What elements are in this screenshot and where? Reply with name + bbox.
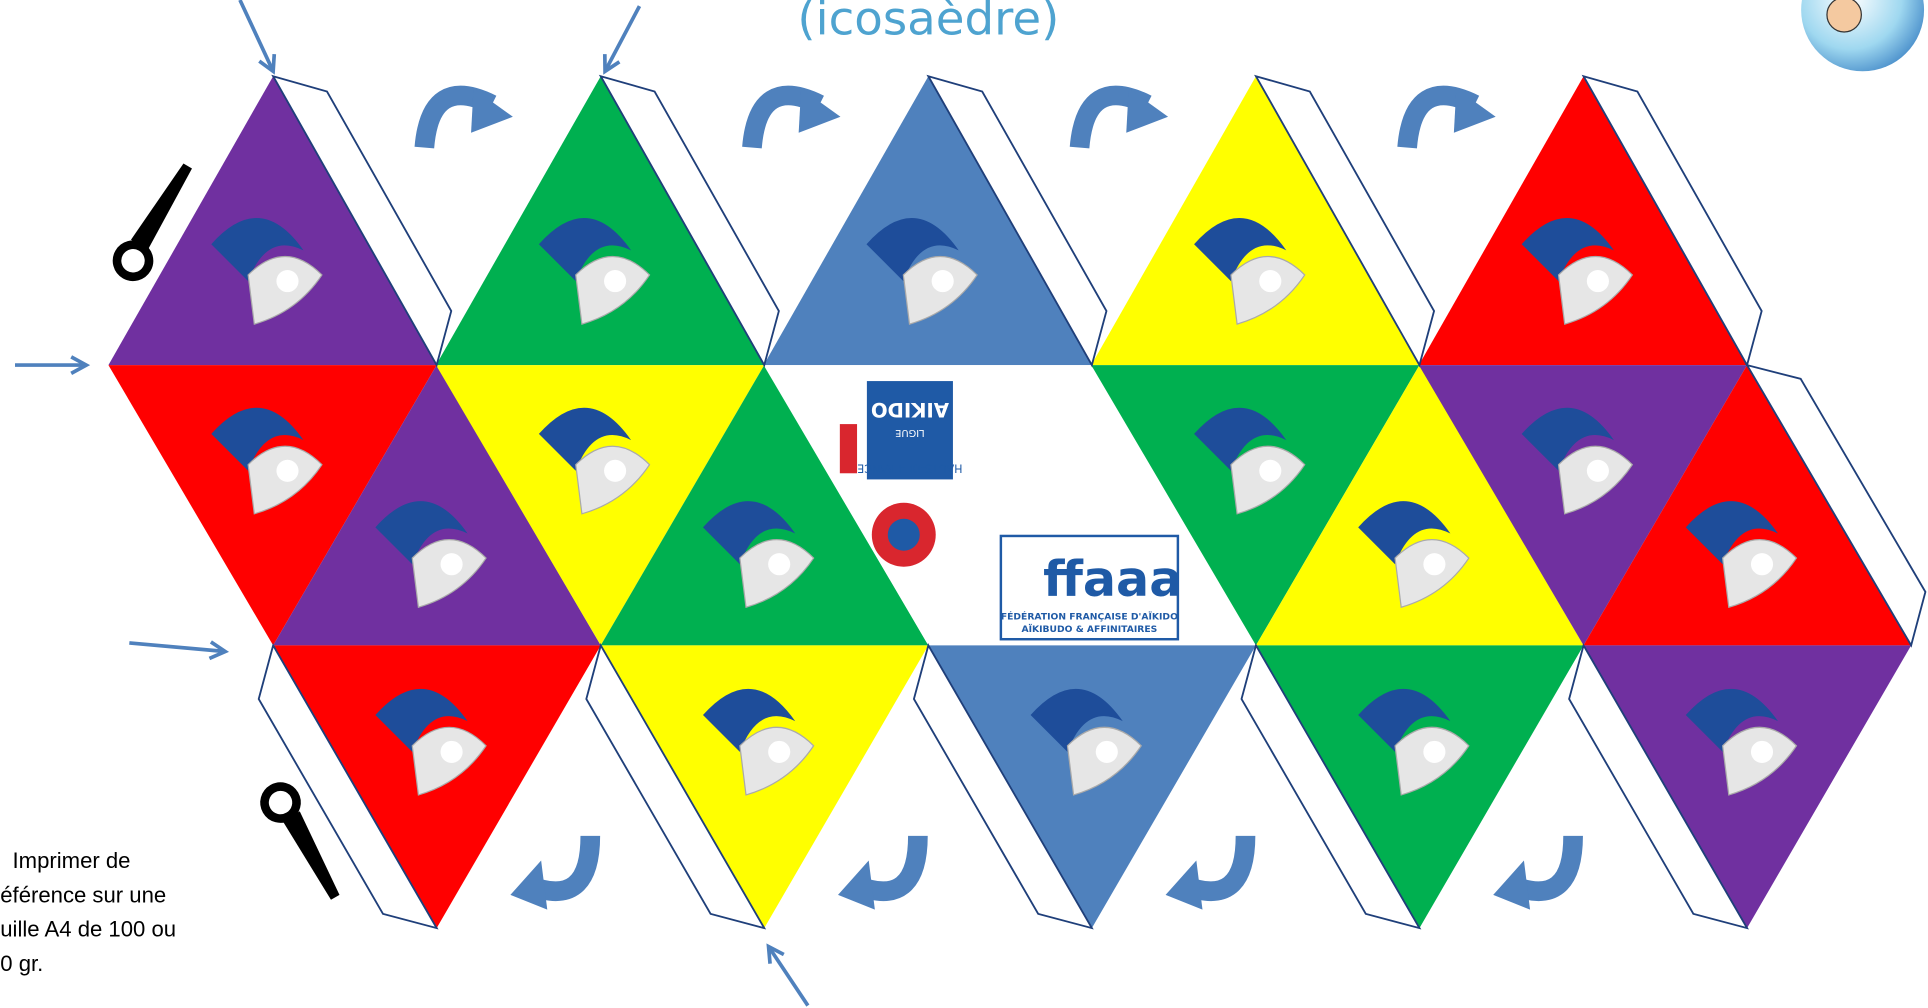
motif-blue	[702, 688, 796, 752]
motif-blue	[1521, 407, 1614, 471]
federation-logo-box	[999, 534, 1180, 641]
scissors-handle	[260, 782, 301, 823]
federation-logo: ffaaa FÉDÉRATION FRANÇAISE D'AÏKIDO AÏKI…	[999, 534, 1182, 641]
motif-dot	[1750, 553, 1774, 576]
motif-blue	[1194, 218, 1287, 282]
glue-tab	[1254, 74, 1436, 368]
glue-tab	[1581, 74, 1763, 368]
motif-dot	[276, 270, 299, 293]
glue-tab	[1568, 642, 1749, 930]
federation-acronym: ffaaa	[1043, 550, 1182, 608]
motif-dot	[931, 270, 954, 293]
pointer-arrow	[238, 0, 275, 73]
glue-tab	[1240, 642, 1422, 930]
title: (icosaèdre)	[797, 0, 1059, 46]
fold-arrow-head	[1493, 860, 1531, 910]
fold-arrow-head	[471, 88, 513, 133]
net-shapes	[15, 0, 1927, 1007]
motif-dot	[1423, 553, 1446, 576]
note-line: éférence sur une	[0, 882, 166, 907]
scissors-blade	[282, 811, 340, 900]
motif-dot	[1750, 740, 1774, 763]
face	[1418, 76, 1748, 366]
motif-dot	[1259, 270, 1282, 293]
motif-blue	[1358, 688, 1451, 752]
pointer-arrow	[603, 5, 642, 73]
scissors-blade	[130, 163, 192, 250]
avatar-circle	[1801, 0, 1925, 72]
glue-tab	[271, 74, 453, 368]
note: Imprimer de éférence sur une uille A4 de…	[0, 848, 176, 976]
motif-blue	[1685, 688, 1778, 752]
motif-dot	[1586, 270, 1609, 293]
fold-arrow-head	[1126, 88, 1169, 133]
glue-tab	[257, 642, 439, 930]
face	[763, 76, 1092, 366]
motif-blue	[1194, 407, 1287, 471]
scissors	[260, 782, 340, 900]
league-logo-flag	[839, 424, 858, 474]
motif-blue	[1358, 501, 1451, 565]
glue-tab	[585, 642, 767, 930]
motif-blue	[866, 218, 959, 282]
pointer-arrow-head	[258, 54, 277, 75]
motif-dot	[768, 553, 791, 576]
league-logo-box	[866, 381, 953, 480]
motif-blue	[702, 501, 796, 565]
motif-blue	[1030, 688, 1123, 752]
motif-dot	[440, 553, 463, 576]
motif-dot	[1423, 740, 1446, 763]
face	[108, 76, 437, 366]
federation-line: FÉDÉRATION FRANÇAISE D'AÏKIDO	[1001, 611, 1178, 623]
note-line: Imprimer de	[13, 848, 131, 873]
motif-blue	[538, 218, 632, 282]
motif-dot	[604, 459, 627, 482]
motif-blue	[1685, 501, 1778, 565]
scissors-handle	[112, 240, 154, 282]
face	[1091, 76, 1420, 366]
motif-dot	[1586, 459, 1609, 482]
fold-arrow-head	[838, 860, 875, 910]
glue-tab	[1745, 363, 1927, 648]
motif-dot	[768, 740, 791, 763]
motif-blue	[375, 501, 468, 565]
glue-tab	[926, 74, 1108, 368]
fold-arrow-head	[798, 88, 841, 133]
league-region: HAUTS-DE-FRANCE	[857, 462, 962, 475]
motif-blue	[211, 407, 304, 471]
pointer-arrow-head	[70, 355, 91, 375]
fold-arrow-head	[510, 860, 548, 910]
motif-blue	[1521, 218, 1614, 282]
scissors	[112, 163, 192, 282]
glue-tab	[598, 74, 780, 368]
league-name: AIKIDO	[871, 398, 949, 421]
motif-blue	[211, 218, 304, 282]
pointer-arrow-head	[766, 943, 785, 964]
motif-dot	[604, 270, 627, 293]
motif-dot	[1259, 459, 1282, 482]
motif-dot	[276, 459, 299, 482]
league-logo: HAUTS-DE-FRANCE LIGUE AIKIDO	[839, 381, 963, 567]
avatar-face	[1826, 0, 1862, 33]
league-label: LIGUE	[895, 427, 924, 438]
pointer-arrow	[767, 945, 810, 1007]
motif-dot	[1095, 740, 1118, 763]
note-line: 0 gr.	[0, 951, 43, 976]
glue-tab	[912, 642, 1094, 930]
fold-arrow-head	[1453, 88, 1496, 133]
pointer-arrow-head	[602, 54, 621, 75]
fold-arrow-head	[1165, 860, 1203, 910]
pointer-arrow-head	[208, 640, 230, 661]
note-line: uille A4 de 100 ou	[0, 917, 176, 942]
motif-blue	[375, 688, 468, 752]
avatar	[1801, 0, 1925, 72]
federation-line: AÏKIBUDO & AFFINITAIRES	[1021, 624, 1157, 635]
pointer-arrow	[129, 641, 226, 654]
motif-blue	[538, 407, 632, 471]
face	[436, 76, 765, 366]
motif-dot	[440, 740, 463, 763]
league-emblem-center	[887, 518, 920, 551]
